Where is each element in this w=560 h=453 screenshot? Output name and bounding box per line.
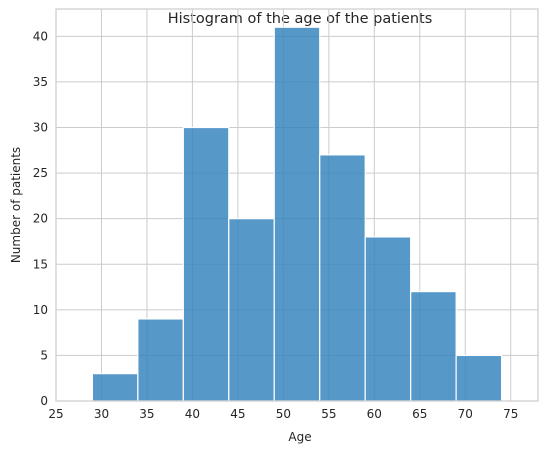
x-tick-label: 30 <box>94 407 109 421</box>
histogram-bar <box>182 126 230 402</box>
x-tick-label: 60 <box>367 407 382 421</box>
y-tick-label: 40 <box>33 29 48 43</box>
y-tick-label: 30 <box>33 121 48 135</box>
x-tick-label: 65 <box>412 407 427 421</box>
x-tick-label: 50 <box>276 407 291 421</box>
histogram-bar <box>319 154 366 402</box>
tick-labels: 25 30 35 40 45 50 55 60 65 70 75 0 5 10 15 20 25 30 35 40 <box>33 29 519 421</box>
histogram-bar <box>364 236 412 402</box>
histogram-bar <box>91 373 139 402</box>
histogram-bar <box>137 318 184 402</box>
x-tick-label: 55 <box>321 407 336 421</box>
histogram-bar <box>273 26 321 402</box>
y-tick-label: 35 <box>33 75 48 89</box>
x-tick-label: 25 <box>48 407 63 421</box>
y-tick-label: 20 <box>33 212 48 226</box>
x-tick-label: 45 <box>230 407 245 421</box>
histogram-bar <box>410 291 457 402</box>
y-tick-label: 10 <box>33 303 48 317</box>
x-tick-label: 40 <box>185 407 200 421</box>
chart-title: Histogram of the age of the patients <box>168 11 433 27</box>
y-tick-label: 25 <box>33 166 48 180</box>
x-axis-label: Age <box>288 430 311 444</box>
bars <box>91 26 503 402</box>
x-tick-label: 75 <box>503 407 518 421</box>
y-tick-label: 15 <box>33 257 48 271</box>
plot-frame <box>55 8 539 402</box>
x-tick-label: 35 <box>139 407 154 421</box>
y-axis-label: Number of patients <box>9 147 23 263</box>
x-tick-label: 70 <box>458 407 473 421</box>
y-tick-label: 5 <box>40 348 48 362</box>
histogram-bar <box>228 218 275 402</box>
histogram-bar <box>455 354 503 402</box>
y-tick-label: 0 <box>40 394 48 408</box>
